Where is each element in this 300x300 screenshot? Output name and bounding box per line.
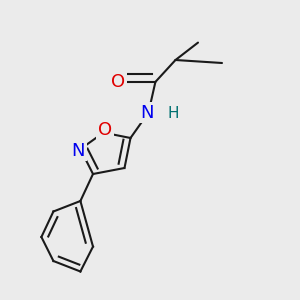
Text: N: N bbox=[71, 142, 85, 160]
Text: N: N bbox=[140, 103, 154, 122]
Text: O: O bbox=[111, 73, 126, 91]
Text: H: H bbox=[168, 106, 179, 122]
Text: O: O bbox=[98, 121, 112, 139]
